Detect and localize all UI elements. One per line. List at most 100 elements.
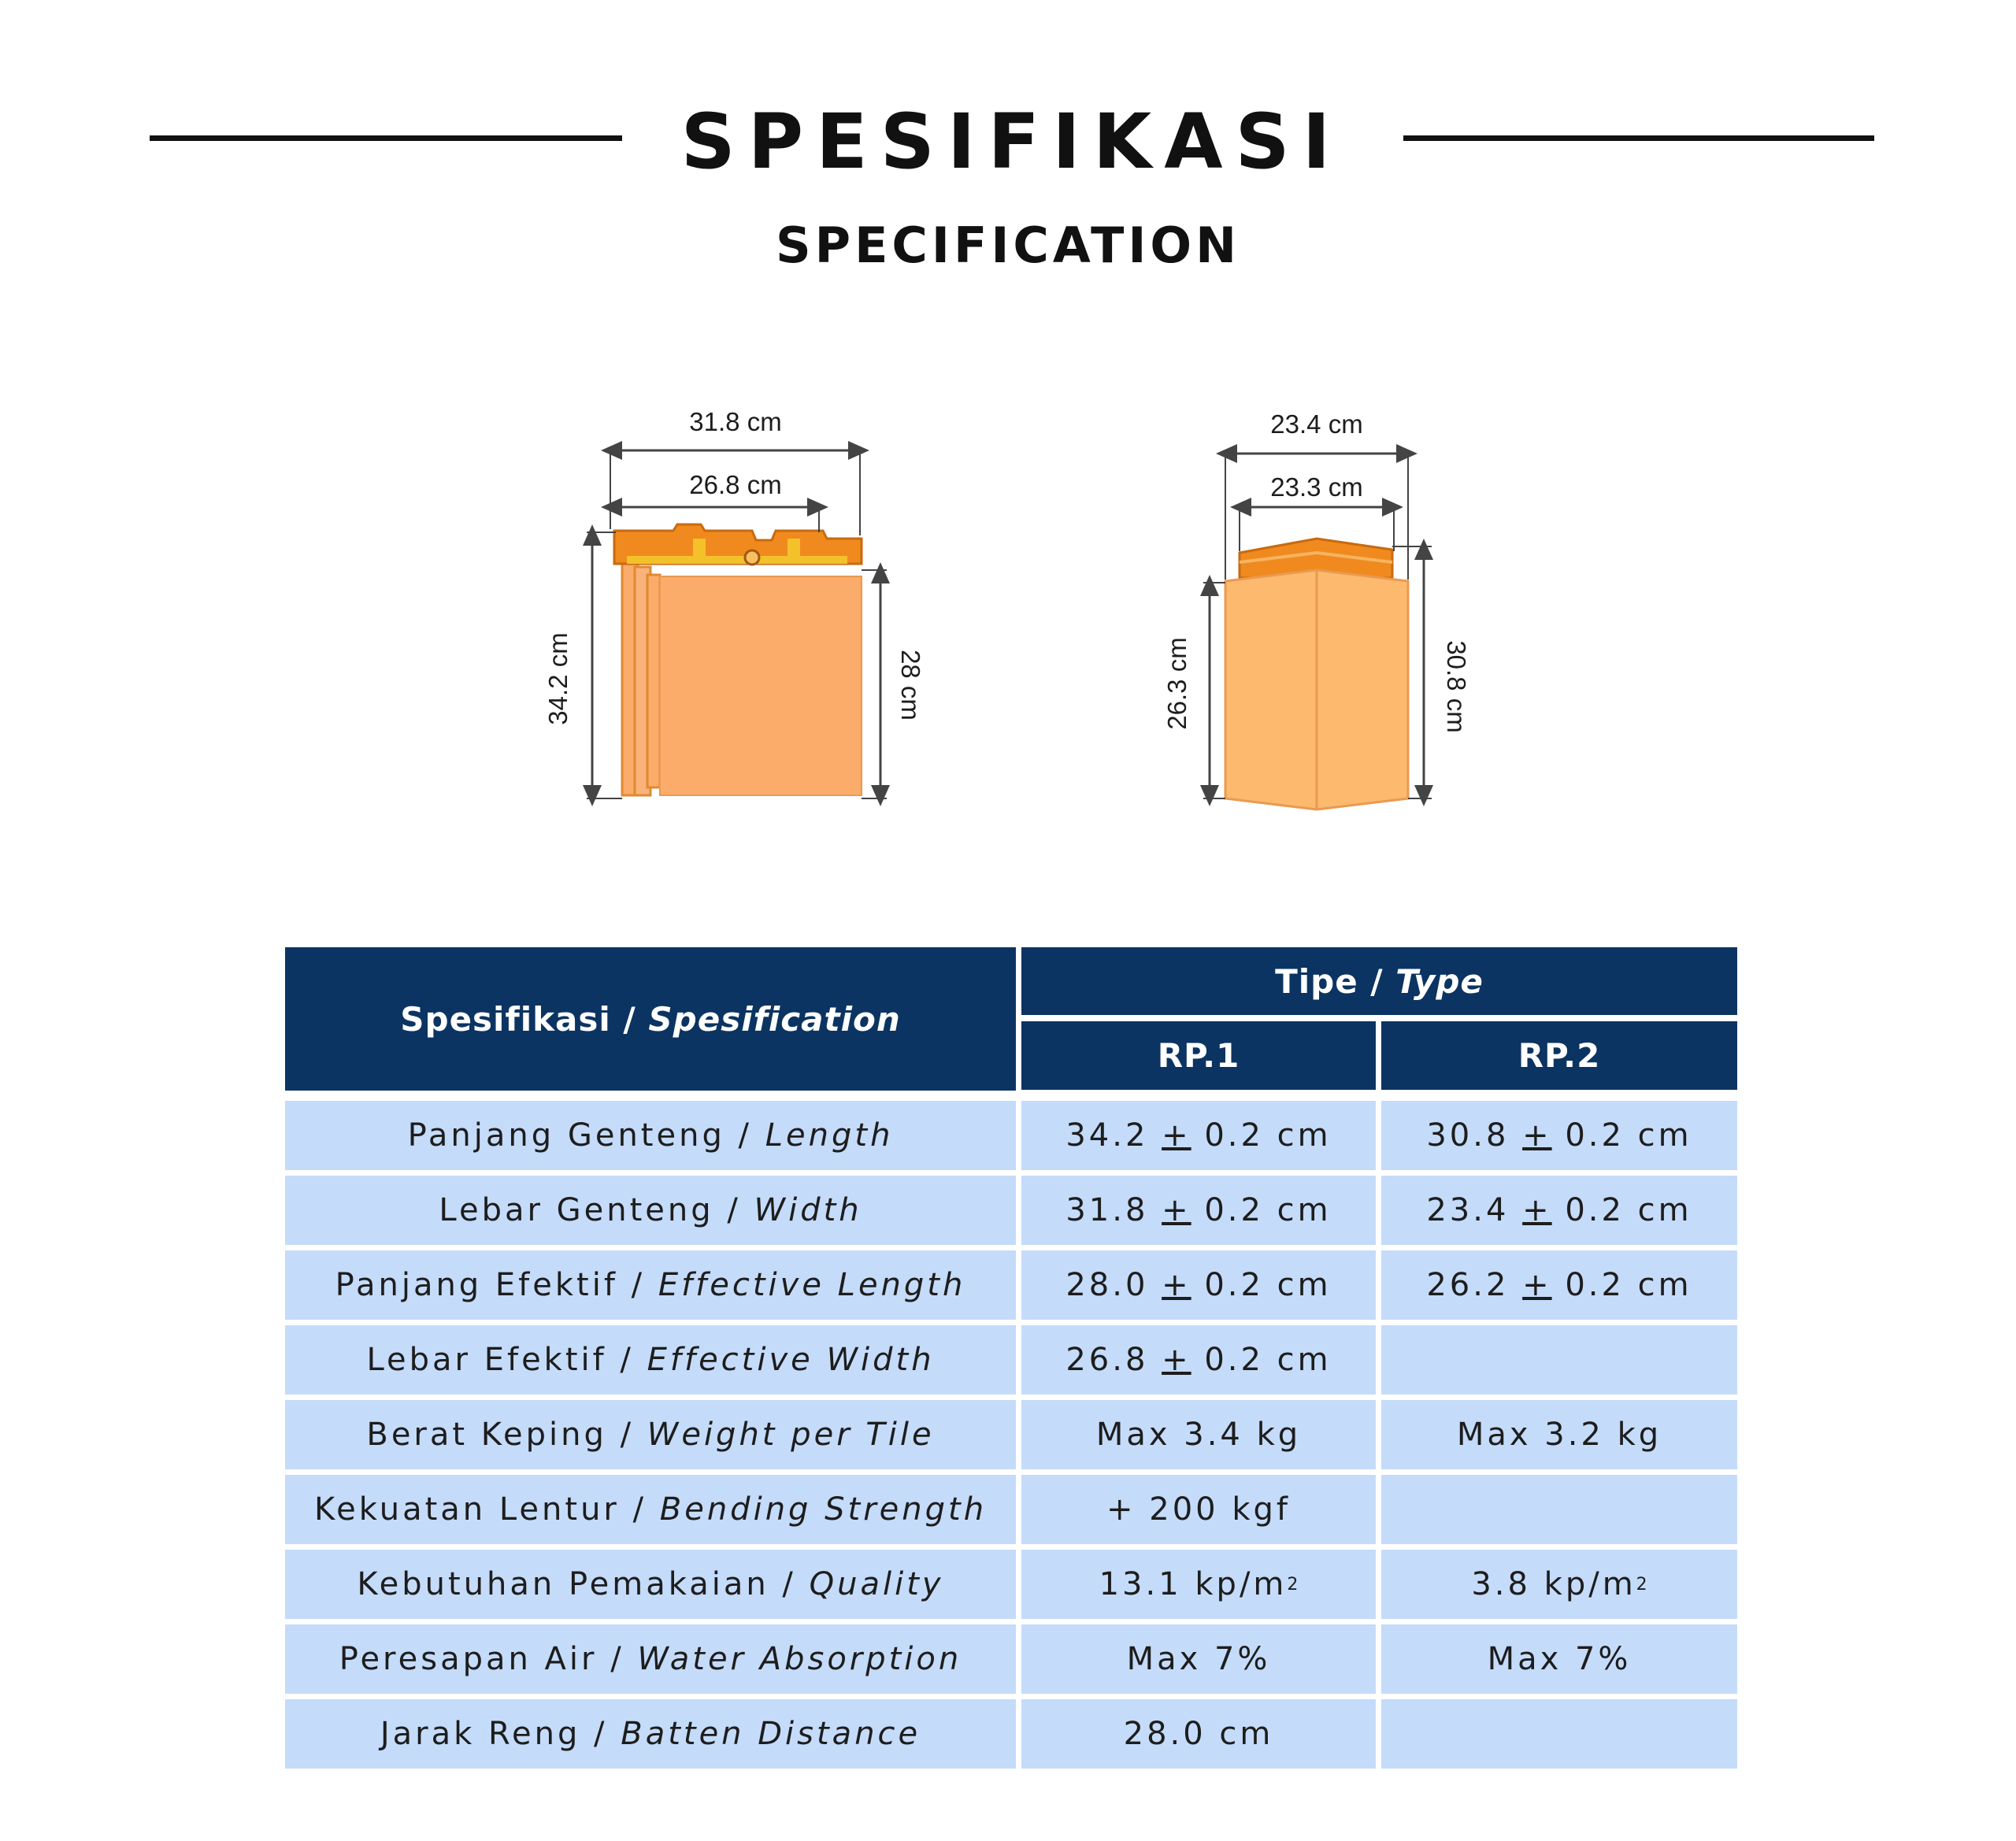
table-row: Berat Keping / Weight per Tile Max 3.4 kg… (285, 1400, 1737, 1469)
spec-label-en: Effective Length (658, 1267, 966, 1303)
specification-table: Spesifikasi / Spesification Tipe / Type … (285, 947, 1737, 1774)
value-cell-rp1: Max 3.4 kg (1021, 1400, 1376, 1469)
value-tolerance: 0.2 cm (1551, 1267, 1692, 1303)
value-cell-rp1: 31.8 + 0.2 cm (1021, 1176, 1376, 1245)
spec-label-en: Length (765, 1117, 894, 1154)
label-separator: / (606, 1417, 647, 1453)
value-cell-rp1: 34.2 + 0.2 cm (1021, 1101, 1376, 1170)
value-cell-rp1: 26.8 + 0.2 cm (1021, 1325, 1376, 1395)
value-cell-rp1: + 200 kgf (1021, 1475, 1376, 1544)
spec-label-cell: Kebutuhan Pemakaian / Quality (285, 1550, 1016, 1619)
spec-label-en: Weight per Tile (647, 1417, 935, 1453)
value-text: 30.8 (1426, 1117, 1523, 1154)
plus-minus-sign: + (1522, 1267, 1552, 1303)
label-separator: / (580, 1716, 621, 1752)
value-text: 26.8 (1065, 1342, 1162, 1378)
value-cell-rp2 (1381, 1699, 1737, 1769)
tile-diagram-svg: 31.8 cm 26.8 cm 34.2 cm 28 cm 23.4 cm 23… (543, 407, 1471, 811)
spec-label-cell: Berat Keping / Weight per Tile (285, 1400, 1016, 1469)
value-cell-rp1: Max 7% (1021, 1624, 1376, 1694)
value-superscript: 2 (1636, 1574, 1647, 1595)
value-tolerance: 0.2 cm (1191, 1117, 1332, 1154)
value-superscript: 2 (1287, 1574, 1299, 1595)
plus-minus-sign: + (1162, 1117, 1191, 1154)
rp2-length-effective-label: 26.3 cm (1162, 637, 1191, 729)
label-separator: / (619, 1491, 660, 1528)
label-separator: / (617, 1267, 658, 1303)
header-type-rp1: RP.1 (1021, 1021, 1376, 1090)
rp2-width-effective-label: 23.3 cm (1270, 472, 1362, 502)
rp2-length-total-label: 30.8 cm (1442, 640, 1471, 732)
rp1-tile-drawing (613, 523, 863, 797)
plus-minus-sign: + (1522, 1117, 1552, 1154)
value-text: 23.4 (1426, 1192, 1523, 1228)
rp2-tile-drawing (1224, 537, 1410, 811)
value-text: 26.2 (1426, 1267, 1523, 1303)
value-cell-rp2: 26.2 + 0.2 cm (1381, 1250, 1737, 1320)
spec-label-cell: Kekuatan Lentur / Bending Strength (285, 1475, 1016, 1544)
title-rule-left (150, 135, 622, 141)
header-spec-label-en: Spesification (648, 999, 901, 1039)
spec-label-en: Effective Width (647, 1342, 935, 1378)
table-row: Lebar Genteng / Width 31.8 + 0.2 cm 23.4 +… (285, 1176, 1737, 1245)
table-row: Kekuatan Lentur / Bending Strength + 200 … (285, 1475, 1737, 1544)
plus-minus-sign: + (1162, 1342, 1191, 1378)
table-body: Panjang Genteng / Length 34.2 + 0.2 cm 30.… (285, 1101, 1737, 1769)
header-type-group: Tipe / Type RP.1 RP.2 (1021, 947, 1737, 1095)
page-subtitle: SPECIFICATION (775, 217, 1241, 274)
spec-label: Peresapan Air (339, 1641, 598, 1677)
value-cell-rp1: 28.0 + 0.2 cm (1021, 1250, 1376, 1320)
rp1-width-effective-label: 26.8 cm (689, 470, 781, 499)
value-text: + 200 kgf (1106, 1491, 1291, 1528)
value-text: 28.0 cm (1123, 1716, 1274, 1752)
header-spec-label: Spesifikasi (400, 999, 611, 1039)
header-type-cell: Tipe / Type (1021, 947, 1737, 1015)
spec-label-en: Batten Distance (621, 1716, 921, 1752)
table-header: Spesifikasi / Spesification Tipe / Type … (285, 947, 1737, 1095)
value-tolerance: 0.2 cm (1191, 1342, 1332, 1378)
spec-label-en: Water Absorption (637, 1641, 962, 1677)
spec-label-cell: Jarak Reng / Batten Distance (285, 1699, 1016, 1769)
value-cell-rp2: Max 3.2 kg (1381, 1400, 1737, 1469)
value-tolerance: 0.2 cm (1551, 1117, 1692, 1154)
plus-minus-sign: + (1162, 1192, 1191, 1228)
header-type-label: Tipe (1275, 961, 1358, 1001)
spec-label-en: Width (754, 1192, 862, 1228)
spec-label-en: Quality (809, 1566, 944, 1602)
spec-label: Berat Keping (366, 1417, 607, 1453)
spec-label-cell: Lebar Efektif / Effective Width (285, 1325, 1016, 1395)
value-cell-rp2: Max 7% (1381, 1624, 1737, 1694)
spec-label: Lebar Efektif (366, 1342, 607, 1378)
table-row: Panjang Efektif / Effective Length 28.0 +… (285, 1250, 1737, 1320)
header-type-rp2: RP.2 (1381, 1021, 1737, 1090)
value-cell-rp2 (1381, 1475, 1737, 1544)
value-text: 3.8 kp/m (1471, 1566, 1636, 1602)
rp1-length-effective-label: 28 cm (896, 650, 925, 720)
spec-label: Panjang Genteng (407, 1117, 725, 1154)
spec-label: Lebar Genteng (439, 1192, 714, 1228)
value-cell-rp2: 3.8 kp/m 2 (1381, 1550, 1737, 1619)
spec-label: Kebutuhan Pemakaian (357, 1566, 769, 1602)
value-text: Max 3.2 kg (1456, 1417, 1662, 1453)
value-cell-rp2 (1381, 1325, 1737, 1395)
value-text: 28.0 (1065, 1267, 1162, 1303)
label-separator: / (597, 1641, 638, 1677)
label-separator: / (606, 1342, 647, 1378)
plus-minus-sign: + (1522, 1192, 1552, 1228)
spec-label-en: Bending Strength (659, 1491, 988, 1528)
value-cell-rp1: 13.1 kp/m 2 (1021, 1550, 1376, 1619)
value-text: 34.2 (1065, 1117, 1162, 1154)
value-text: Max 7% (1126, 1641, 1271, 1677)
value-cell-rp1: 28.0 cm (1021, 1699, 1376, 1769)
header-type-columns: RP.1 RP.2 (1021, 1021, 1737, 1090)
title-rule-right (1403, 135, 1874, 141)
spec-label: Jarak Reng (380, 1716, 581, 1752)
tile-dimension-diagram: 31.8 cm 26.8 cm 34.2 cm 28 cm 23.4 cm 23… (0, 378, 2016, 866)
table-row: Kebutuhan Pemakaian / Quality 13.1 kp/m 2 3… (285, 1550, 1737, 1619)
spec-label-cell: Panjang Efektif / Effective Length (285, 1250, 1016, 1320)
rp1-length-total-label: 34.2 cm (543, 632, 573, 724)
spec-label: Kekuatan Lentur (313, 1491, 620, 1528)
label-separator: / (769, 1566, 810, 1602)
table-row: Panjang Genteng / Length 34.2 + 0.2 cm 30.… (285, 1101, 1737, 1170)
table-row: Jarak Reng / Batten Distance 28.0 cm (285, 1699, 1737, 1769)
